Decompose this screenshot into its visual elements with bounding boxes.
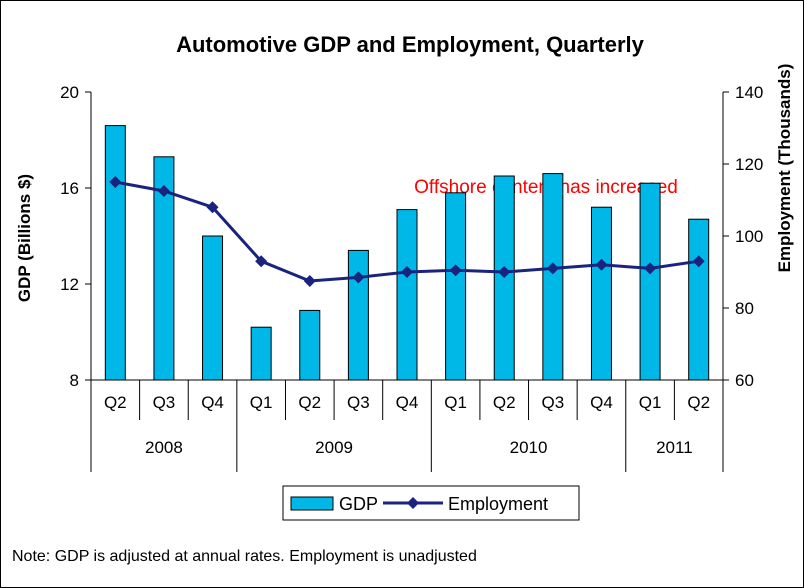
year-label-2009: 2009 [315, 438, 353, 457]
chart-title: Automotive GDP and Employment, Quarterly [176, 32, 645, 57]
employment-point-6 [352, 271, 365, 284]
y-tick-label-8: 8 [70, 371, 79, 390]
employment-point-8 [449, 264, 462, 277]
y-tick-label-16: 16 [60, 179, 79, 198]
y2-tick-label-60: 60 [735, 371, 754, 390]
gdp-bar-7 [396, 209, 418, 381]
x-tick-label-7: Q4 [396, 393, 419, 412]
employment-point-4 [255, 255, 268, 268]
employment-point-13 [692, 255, 705, 268]
year-label-2011: 2011 [656, 438, 693, 457]
gdp-bar-13 [688, 218, 710, 381]
employment-point-12 [644, 262, 657, 275]
year-label-2010: 2010 [510, 438, 548, 457]
x-tick-label-13: Q2 [687, 393, 710, 412]
x-tick-label-10: Q3 [542, 393, 565, 412]
y-tick-label-12: 12 [60, 275, 79, 294]
legend-employment-marker [407, 497, 419, 509]
gdp-bar-1 [104, 125, 126, 381]
legend-gdp-swatch [290, 496, 334, 511]
employment-point-3 [206, 201, 219, 214]
x-tick-label-1: Q2 [104, 393, 127, 412]
employment-point-10 [546, 262, 559, 275]
gdp-bar-12 [639, 182, 661, 381]
x-tick-label-5: Q2 [298, 393, 321, 412]
x-tick-label-8: Q1 [444, 393, 467, 412]
x-tick-label-12: Q1 [639, 393, 662, 412]
gdp-bar-6 [347, 249, 369, 381]
employment-line [109, 176, 705, 287]
x-tick-label-9: Q2 [493, 393, 516, 412]
employment-point-9 [498, 266, 511, 278]
gdp-bar-3 [202, 235, 224, 381]
y-axis-label: GDP (Billions $) [15, 174, 34, 302]
gdp-bar-4 [250, 326, 272, 381]
x-tick-label-2: Q3 [153, 393, 176, 412]
gdp-bar-8 [445, 192, 467, 381]
legend: GDP Employment [282, 485, 580, 521]
employment-point-7 [401, 266, 413, 278]
legend-employment-label: Employment [448, 494, 548, 514]
employment-point-2 [157, 185, 170, 197]
axes: 8 12 16 20 60 80 100 120 140 Q2 Q3 Q4 Q1 Q2 Q3 Q4 Q1 Q2 Q3… [60, 83, 763, 472]
gdp-bar-10 [542, 173, 564, 381]
employment-point-5 [303, 275, 316, 287]
y2-tick-label-140: 140 [735, 83, 763, 102]
employment-point-11 [595, 258, 608, 271]
y2-tick-label-100: 100 [735, 227, 763, 246]
x-tick-label-4: Q1 [250, 393, 273, 412]
y2-axis-label: Employment (Thousands) [775, 64, 794, 273]
x-tick-label-11: Q4 [590, 393, 613, 412]
y2-tick-label-120: 120 [735, 155, 763, 174]
year-label-2008: 2008 [145, 438, 183, 457]
gdp-bar-5 [299, 309, 321, 381]
legend-gdp-label: GDP [339, 494, 378, 514]
footnote: Note: GDP is adjusted at annual rates. E… [12, 548, 477, 565]
y-tick-label-20: 20 [60, 83, 79, 102]
y2-tick-label-80: 80 [735, 299, 754, 318]
x-tick-label-6: Q3 [347, 393, 370, 412]
employment-point-1 [109, 176, 122, 188]
x-tick-label-3: Q4 [201, 393, 224, 412]
gdp-bar-11 [590, 206, 612, 381]
